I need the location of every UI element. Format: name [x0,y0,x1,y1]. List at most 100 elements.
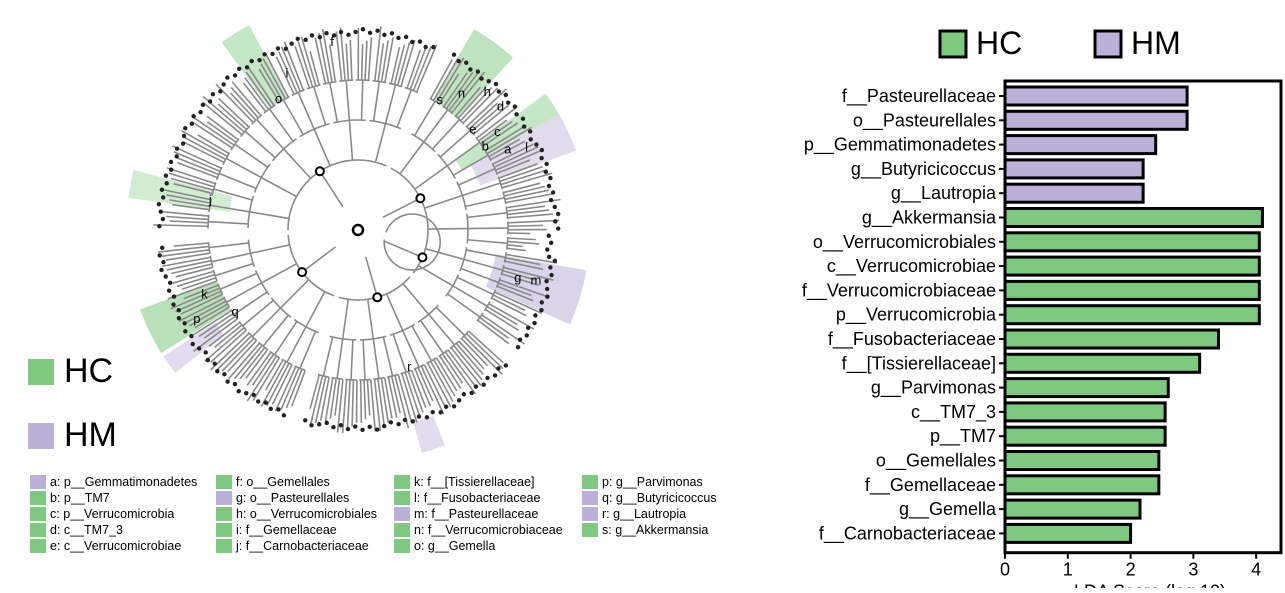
bar [1005,427,1165,445]
leaf-node [324,31,328,35]
branch-ray [166,216,208,219]
category-label: f__Carnobacteriaceae [819,523,996,544]
leaf-node [476,69,480,73]
category-label: g__Akkermansia [862,208,997,229]
branch-ray [508,238,536,240]
leaf-node [310,33,314,37]
leaf-node [547,184,551,188]
branch-ray [468,240,508,244]
leaf-node [218,89,222,93]
branch-ray [350,40,352,80]
branch-ray [385,38,393,83]
clade-key-label: n: f__Verrucomicrobiaceae [414,522,563,538]
internal-node [418,253,426,261]
clade-key-item: g: o__Pasteurellales [216,490,377,506]
clade-key-swatch [216,507,232,521]
leaf-node [506,100,510,104]
clade-key-item: f: o__Gemellales [216,474,377,490]
branch-ray [373,339,379,379]
leaf-node [533,313,537,317]
leaf-node [161,260,165,264]
branch-ray [226,158,261,177]
leaf-node [177,308,181,312]
bar [1005,111,1187,129]
leaf-node [201,103,205,107]
branch-ray [508,220,559,222]
branch-ray [314,87,326,125]
category-label: f__Gemellaceae [865,475,996,496]
clade-letter: q [232,304,239,319]
clade-letter: o [275,91,282,106]
leaf-node [367,425,371,429]
leaf-node [161,217,165,221]
clade-key-swatch [582,475,598,489]
branch-ray [243,300,274,326]
branch-ray [219,173,256,188]
leaf-node [225,379,229,383]
leaf-node [233,73,237,77]
x-tick-label: 2 [1126,560,1136,580]
clade-key-label: b: p__TM7 [50,490,110,506]
clade-key-label: f: o__Gemellales [236,474,330,490]
clade-letter: l [525,139,528,154]
branch-arc [282,359,292,365]
branch-ray [465,198,504,207]
x-tick-label: 4 [1251,560,1261,580]
leaf-node [390,31,394,35]
leaf-node [172,294,176,298]
clade-letter: k [201,286,208,301]
clade-key-label: p: g__Parvimonas [602,474,703,490]
leaf-node [375,427,379,431]
branch-ray [428,229,468,230]
branch-ray [400,142,424,174]
hm-swatch [28,423,54,449]
leaf-node [504,363,508,367]
leaf-node [157,224,161,228]
leaf-node [244,391,248,395]
branch-ray [424,196,462,209]
bar [1005,379,1168,397]
leaf-node [481,382,485,386]
leaf-node [256,399,260,403]
branch-ray [397,90,411,127]
leaf-node [396,36,400,40]
leaf-node [549,241,553,245]
branch-arc [384,214,440,270]
branch-ray [273,365,292,405]
branch-ray [301,37,315,86]
leaf-node [164,274,168,278]
branch-arc [208,215,209,229]
clade-key-swatch [216,475,232,489]
bar [1005,281,1259,299]
bar [1005,136,1156,154]
clade-key-swatch [582,523,598,537]
clade-key-label: s: g__Akkermansia [602,522,708,538]
leaf-node [270,52,274,56]
leaf-node [182,321,186,325]
cladogram-legend-hm: HM [28,416,117,455]
branch-ray [383,337,392,376]
category-label: f__Fusobacteriaceae [828,329,996,350]
clade-letter: e [469,122,476,137]
category-label: p__TM7 [930,426,996,447]
branch-ray [385,378,392,419]
leaf-node [206,358,210,362]
branch-ray [352,380,353,426]
branch-ray [215,264,253,276]
branch-ray [325,378,332,422]
clade-letter: g [514,270,521,285]
bar [1005,184,1143,202]
clade-letter: j [208,192,212,207]
leaf-node [539,308,543,312]
leaf-node [516,345,520,349]
leaf-node [549,198,553,202]
leaf-node [169,167,173,171]
leaf-node [237,389,241,393]
clade-key-swatch [30,539,46,553]
bar [1005,257,1259,275]
clade-key-swatch [394,475,410,489]
leaf-node [360,428,364,432]
cladogram-legend-hc-label: HC [64,352,113,391]
clade-key-label: e: c__Verrucomicrobiae [50,538,181,554]
category-label: p__Gemmatimonadetes [804,135,996,156]
